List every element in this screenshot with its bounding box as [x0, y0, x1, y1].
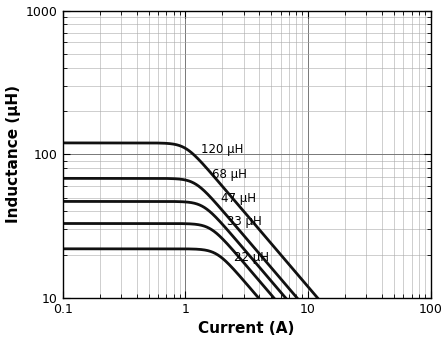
X-axis label: Current (A): Current (A)	[198, 321, 295, 337]
Text: 120 μH: 120 μH	[201, 143, 244, 156]
Text: 33 μH: 33 μH	[228, 215, 262, 228]
Text: 68 μH: 68 μH	[212, 168, 247, 181]
Y-axis label: Inductance (μH): Inductance (μH)	[5, 85, 21, 223]
Text: 22 μH: 22 μH	[234, 251, 269, 264]
Text: 47 μH: 47 μH	[221, 192, 256, 205]
